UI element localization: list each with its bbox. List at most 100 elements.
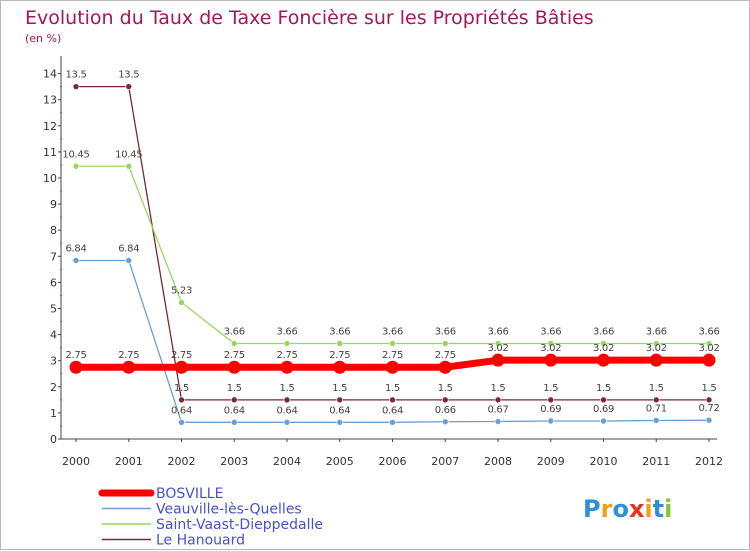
data-label: 1.5 — [279, 383, 294, 394]
data-label: 1.5 — [332, 383, 347, 394]
data-point — [547, 340, 555, 347]
data-point — [230, 340, 238, 347]
data-label: 1.5 — [438, 383, 453, 394]
data-label: 3.02 — [487, 343, 508, 354]
data-label: 1.5 — [649, 383, 664, 394]
data-label: 1.5 — [490, 383, 505, 394]
data-label: 1.5 — [701, 383, 716, 394]
data-point — [491, 353, 505, 367]
data-label: 0.69 — [540, 404, 561, 415]
data-label: 2.75 — [224, 350, 245, 361]
x-tick-label: 2004 — [273, 455, 301, 468]
data-label: 0.71 — [646, 403, 667, 414]
data-label: 13.5 — [65, 70, 86, 81]
data-point — [333, 360, 347, 374]
data-label: 0.64 — [382, 405, 403, 416]
y-minor-tick — [60, 85, 62, 88]
data-label: 0.66 — [435, 405, 456, 416]
x-tick-label: 2012 — [695, 455, 723, 468]
y-minor-tick — [60, 398, 62, 401]
data-point — [336, 340, 344, 347]
data-label: 2.75 — [382, 350, 403, 361]
y-minor-tick — [60, 216, 62, 219]
chart-title: Evolution du Taux de Taxe Foncière sur l… — [25, 7, 594, 29]
data-label: 3.66 — [382, 326, 403, 337]
y-tick-label: 12 — [43, 120, 57, 133]
data-point — [600, 340, 607, 347]
data-label: 1.5 — [174, 383, 189, 394]
data-point — [125, 257, 133, 264]
data-point — [600, 396, 607, 404]
y-minor-tick — [60, 425, 62, 427]
data-label: 0.72 — [698, 403, 719, 414]
data-label: 0.64 — [224, 405, 245, 416]
data-point — [178, 299, 185, 306]
data-point — [283, 340, 291, 347]
data-label: 0.69 — [593, 404, 614, 415]
data-point — [652, 417, 660, 424]
data-label: 1.5 — [543, 383, 558, 394]
data-point — [441, 418, 449, 426]
y-tick-label: 2 — [50, 381, 57, 394]
data-point — [494, 418, 502, 425]
y-tick-label: 11 — [43, 146, 57, 159]
data-point — [280, 360, 294, 374]
data-point — [72, 162, 80, 170]
legend-label: Veauville-lès-Quelles — [156, 502, 302, 518]
data-label: 2.75 — [435, 350, 456, 361]
series-points — [69, 83, 716, 426]
data-point — [386, 360, 399, 374]
data-point — [389, 340, 396, 347]
data-label: 0.64 — [276, 405, 297, 416]
data-label: 3.66 — [487, 326, 508, 337]
data-label: 3.66 — [329, 326, 350, 337]
y-minor-tick — [60, 346, 62, 349]
data-point — [336, 418, 344, 426]
y-minor-tick — [60, 190, 62, 192]
data-point — [178, 396, 185, 404]
data-labels: 2.75 2.75 2.75 2.75 2.75 2.75 2.75 2.75 3.02 3.02… — [62, 70, 719, 417]
data-point — [230, 396, 238, 404]
x-tick-label: 2003 — [220, 455, 248, 468]
data-label: 2.75 — [171, 350, 192, 361]
data-label: 1.5 — [385, 383, 400, 394]
x-tick-label: 2000 — [62, 455, 90, 468]
y-minor-tick — [60, 137, 62, 140]
data-point — [597, 353, 610, 367]
y-tick-label: 8 — [50, 224, 57, 237]
data-point — [227, 360, 241, 374]
data-point — [600, 417, 607, 425]
data-point — [652, 396, 660, 404]
logo-letter: r — [601, 495, 613, 523]
y-tick-label: 13 — [43, 94, 57, 107]
data-label: 1.5 — [227, 383, 242, 394]
proxiti-logo: Proxiti — [583, 495, 672, 523]
y-minor-tick — [60, 164, 62, 166]
y-minor-tick — [60, 320, 62, 323]
logo-letter: o — [612, 495, 629, 523]
y-tick-label: 9 — [50, 198, 57, 211]
logo-letter: i — [644, 495, 652, 523]
data-label: 3.66 — [435, 326, 456, 337]
data-point — [705, 340, 713, 347]
data-point — [544, 353, 558, 367]
x-tick-label: 2005 — [326, 455, 354, 468]
data-point — [702, 353, 716, 367]
x-tick-label: 2011 — [642, 455, 670, 468]
data-point — [438, 360, 452, 374]
data-point — [705, 396, 713, 404]
data-point — [494, 396, 502, 404]
y-tick-label: 10 — [43, 172, 57, 185]
data-label: 3.02 — [646, 343, 667, 354]
x-tick-label: 2010 — [590, 455, 618, 468]
data-point — [283, 396, 291, 404]
data-point — [441, 396, 449, 404]
data-point — [652, 340, 660, 347]
data-label: 2.75 — [329, 350, 350, 361]
x-tick-label: 2007 — [431, 455, 459, 468]
y-tick-label: 0 — [50, 433, 57, 446]
y-tick-label: 3 — [50, 355, 57, 368]
